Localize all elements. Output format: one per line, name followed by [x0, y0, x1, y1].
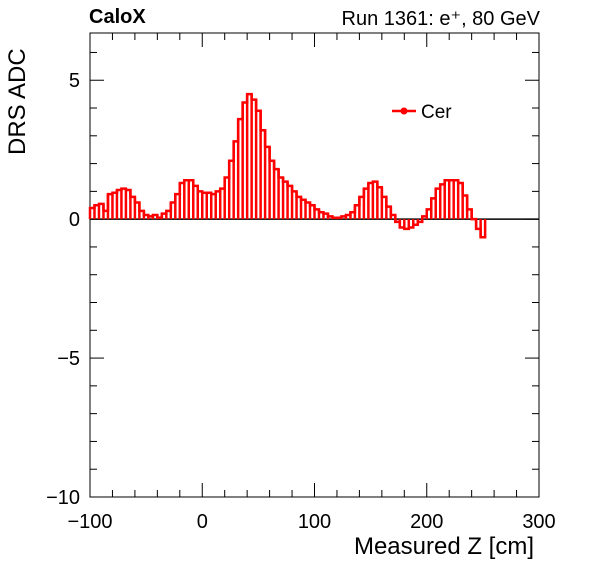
plot-frame	[89, 32, 540, 498]
x-tick-label: 100	[298, 511, 331, 533]
y-tick-label: −5	[57, 348, 80, 370]
brand-title: CaloX	[89, 6, 146, 28]
axis-ticks	[89, 33, 540, 498]
legend: Cer	[392, 102, 452, 123]
y-tick-label: 5	[69, 70, 80, 92]
y-axis-label: DRS ADC	[4, 48, 31, 155]
x-tick-label: 300	[522, 511, 555, 533]
y-tick-label: −10	[46, 487, 80, 509]
y-axis-label-box: DRS ADC	[2, 40, 31, 180]
axis-tick-labels: −100 0 100 200 300 −10 −5 0 5	[46, 70, 556, 533]
x-tick-label: 200	[410, 511, 443, 533]
y-tick-label: 0	[69, 209, 80, 231]
x-axis-label: Measured Z [cm]	[353, 533, 534, 560]
legend-label: Cer	[421, 102, 452, 123]
x-tick-label: 0	[197, 511, 208, 533]
legend-marker	[400, 107, 408, 115]
run-label: Run 1361: e⁺, 80 GeV	[341, 8, 540, 30]
series-layer	[88, 92, 487, 239]
x-tick-label: −100	[67, 511, 112, 533]
